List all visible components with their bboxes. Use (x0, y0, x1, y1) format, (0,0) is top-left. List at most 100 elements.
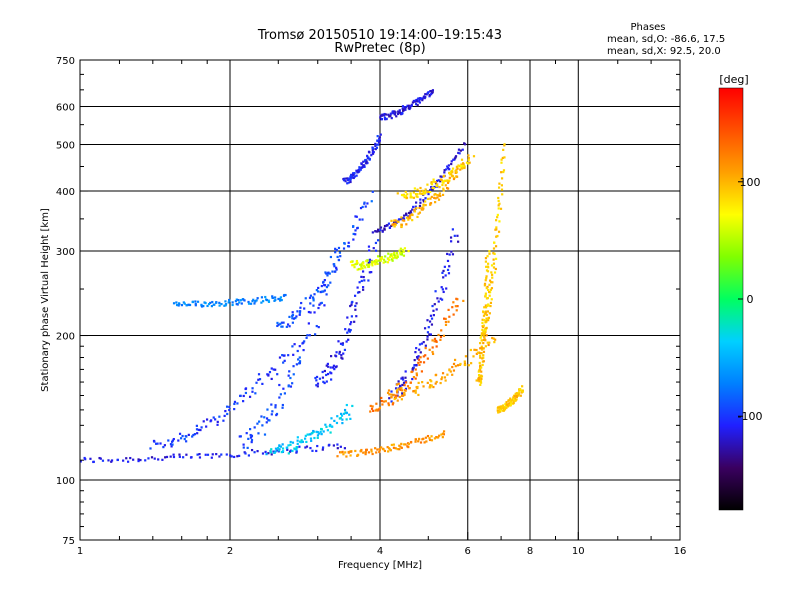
data-point (490, 287, 494, 290)
data-point (404, 389, 407, 392)
data-point (424, 197, 427, 200)
data-point (440, 433, 443, 436)
data-point (444, 320, 448, 324)
data-point (255, 299, 258, 302)
data-point (386, 261, 390, 264)
data-point (517, 391, 521, 394)
data-point (329, 423, 332, 427)
data-point (417, 100, 421, 103)
data-point (494, 257, 498, 260)
data-point (92, 460, 95, 463)
data-point (292, 353, 295, 356)
data-point (278, 383, 281, 387)
data-point (365, 448, 368, 451)
data-point (306, 334, 309, 337)
data-point (389, 112, 392, 115)
data-point (485, 275, 488, 278)
data-point (242, 394, 245, 398)
colorbar-ticks: 100 0 -100 (738, 176, 763, 423)
data-point (345, 177, 348, 180)
data-point (340, 451, 343, 454)
x-axis-ticks: 1 2 4 6 8 10 16 (77, 532, 687, 557)
data-point (485, 334, 488, 337)
data-point (228, 299, 231, 302)
data-point (205, 425, 208, 428)
data-point (444, 274, 447, 277)
data-point (383, 228, 386, 231)
data-point (349, 417, 352, 420)
data-point (288, 370, 291, 373)
data-point (368, 151, 371, 154)
data-point (249, 302, 253, 305)
data-point (462, 164, 465, 168)
data-point (485, 287, 488, 290)
data-point (346, 316, 349, 319)
data-point (484, 321, 487, 324)
data-point (311, 296, 315, 299)
data-point (380, 117, 384, 121)
data-point (502, 404, 505, 407)
data-point (308, 296, 312, 299)
data-point (510, 399, 513, 403)
data-point (254, 299, 257, 303)
data-point (378, 450, 381, 454)
data-point (437, 194, 441, 197)
data-point (449, 236, 453, 239)
data-point (497, 186, 501, 189)
data-point (429, 89, 433, 93)
data-point (439, 335, 443, 339)
data-point (371, 260, 375, 263)
data-point (401, 219, 404, 222)
data-point (503, 143, 506, 146)
data-point (403, 219, 406, 222)
data-point (360, 265, 363, 268)
data-point (339, 412, 343, 415)
data-point (461, 167, 464, 170)
data-point (309, 437, 313, 440)
data-point (330, 355, 333, 358)
data-point (398, 444, 401, 447)
data-point (431, 346, 434, 349)
data-point (470, 362, 473, 365)
data-point (442, 334, 446, 337)
data-point (327, 271, 330, 274)
data-point (396, 388, 399, 391)
data-point (222, 419, 225, 422)
data-point (446, 187, 450, 190)
data-point (404, 108, 407, 111)
data-point (185, 435, 188, 438)
data-point (443, 265, 446, 268)
data-point (392, 393, 395, 397)
data-point (370, 448, 373, 451)
data-point (303, 307, 306, 310)
data-point (380, 446, 383, 449)
data-point (407, 443, 410, 446)
data-point (265, 453, 268, 456)
data-point (361, 218, 364, 221)
data-point (479, 364, 482, 367)
data-point (317, 290, 320, 293)
data-point (334, 270, 337, 273)
x-tick-label: 16 (674, 546, 687, 557)
data-point (206, 453, 210, 456)
data-point (236, 402, 239, 405)
data-point (514, 399, 517, 402)
data-point (319, 290, 322, 294)
data-point (194, 302, 197, 306)
data-point (380, 255, 384, 259)
data-point (417, 437, 421, 440)
data-point (420, 342, 424, 345)
data-point (428, 95, 431, 98)
x-tick-label: 4 (377, 546, 383, 557)
data-point (301, 342, 304, 345)
data-point (429, 190, 432, 194)
data-point (409, 210, 412, 213)
data-point (502, 148, 505, 152)
data-point (502, 170, 505, 174)
data-point (333, 367, 336, 371)
data-point (489, 304, 492, 308)
data-point (402, 250, 405, 253)
data-point (137, 458, 140, 461)
y-tick-label: 100 (56, 476, 75, 487)
data-point (383, 112, 386, 116)
